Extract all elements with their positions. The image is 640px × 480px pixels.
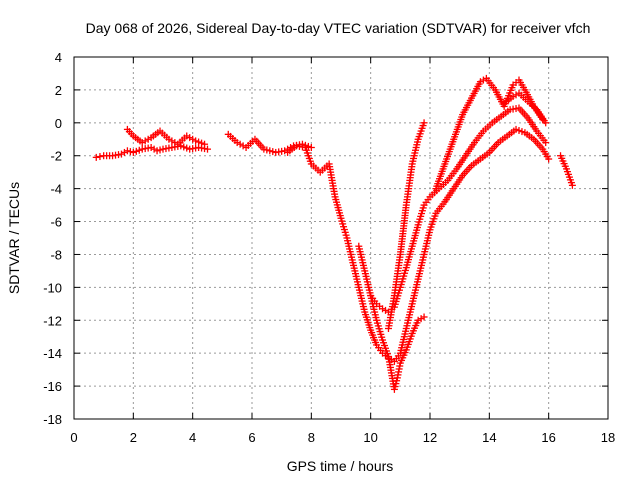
y-tick-label: -16 [43, 379, 62, 394]
y-tick-label: 2 [55, 83, 62, 98]
y-tick-label: -10 [43, 280, 62, 295]
x-tick-label: 2 [130, 430, 137, 445]
x-tick-label: 10 [363, 430, 377, 445]
y-tick-label: -8 [50, 247, 62, 262]
y-tick-label: -12 [43, 313, 62, 328]
data-point [420, 119, 428, 127]
y-tick-label: -2 [50, 149, 62, 164]
y-tick-labels: -18 -16 -14 -12 -10 -8 -6 -4 -2 0 2 4 [43, 50, 62, 427]
x-tick-label: 4 [189, 430, 196, 445]
y-tick-label: -4 [50, 182, 62, 197]
y-tick-label: 0 [55, 116, 62, 131]
x-axis-label: GPS time / hours [287, 458, 394, 474]
grid [74, 57, 608, 419]
y-tick-label: -14 [43, 346, 62, 361]
data-point [204, 145, 211, 153]
x-tick-label: 14 [482, 430, 496, 445]
data-point [201, 140, 209, 148]
data-point-interp [96, 153, 104, 161]
data-point [92, 153, 100, 161]
data-point [542, 119, 550, 127]
data-points [92, 74, 576, 393]
data-point [307, 144, 315, 151]
chart-title: Day 068 of 2026, Sidereal Day-to-day VTE… [86, 20, 591, 36]
axis-ticks [73, 56, 609, 420]
data-point [420, 313, 428, 321]
x-tick-label: 6 [248, 430, 255, 445]
x-tick-label: 12 [423, 430, 437, 445]
data-point [568, 181, 576, 189]
x-tick-labels: 0 2 4 6 8 10 12 14 16 18 [70, 430, 615, 445]
y-tick-label: -18 [43, 412, 62, 427]
plot-frame [73, 56, 609, 420]
y-axis-label: SDTVAR / TECUs [6, 182, 22, 294]
y-tick-label: -6 [50, 215, 62, 230]
x-tick-label: 8 [308, 430, 315, 445]
y-tick-label: 4 [55, 50, 62, 65]
data-point [542, 139, 550, 147]
x-tick-label: 0 [70, 430, 77, 445]
data-point [545, 155, 553, 163]
x-tick-label: 16 [541, 430, 555, 445]
x-tick-label: 18 [601, 430, 615, 445]
